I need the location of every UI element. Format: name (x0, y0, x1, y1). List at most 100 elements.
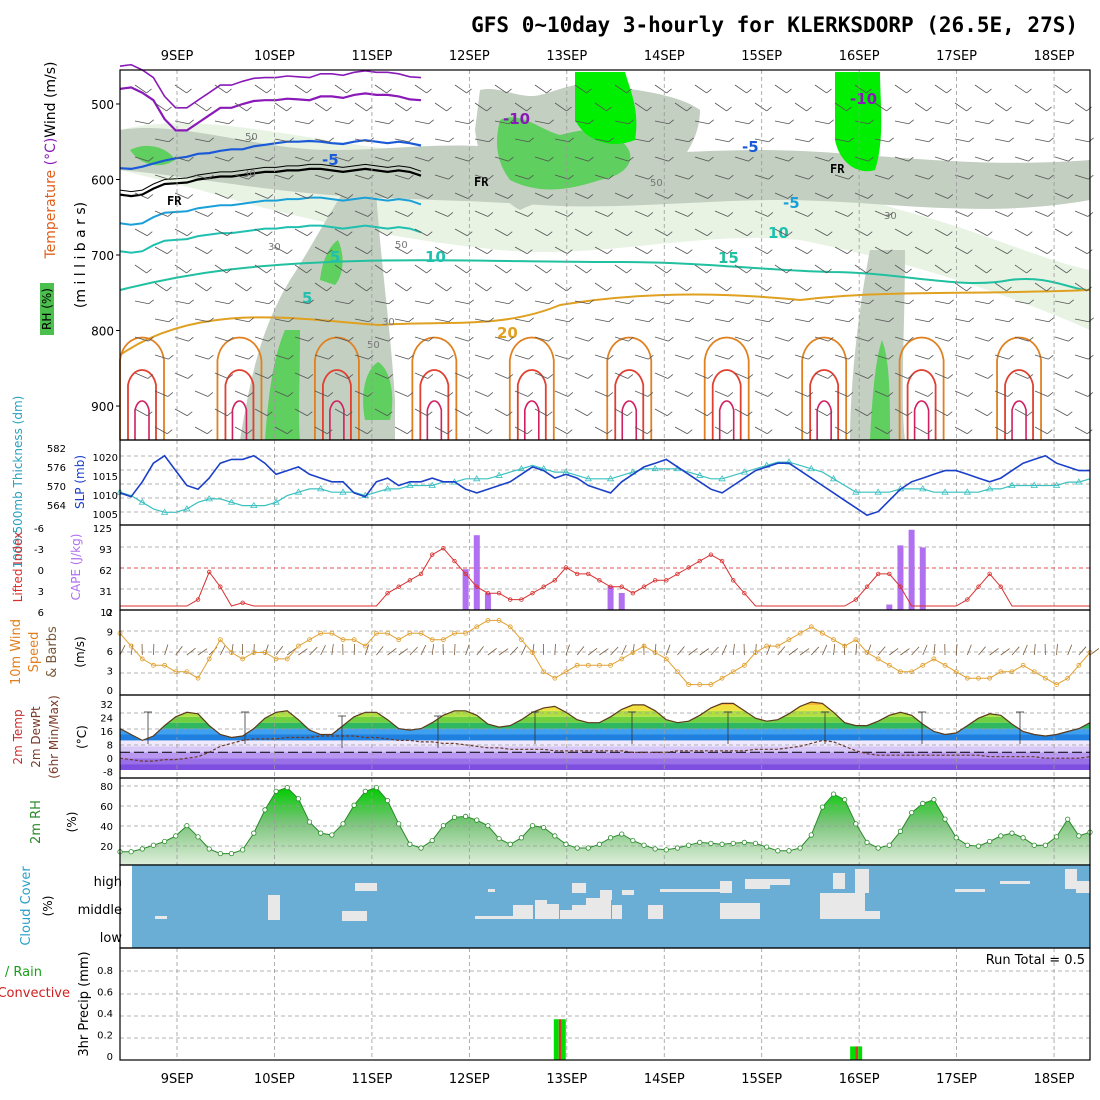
wind-barb (509, 646, 519, 656)
rh-label: 50 (367, 340, 380, 351)
wind-barb (527, 429, 533, 435)
wind-barb (134, 228, 148, 237)
cloud-block (475, 916, 513, 919)
wind-barb (474, 102, 487, 112)
cape-bar (919, 547, 926, 610)
wind-marker (295, 643, 301, 649)
wind-barb (1007, 429, 1013, 435)
wind-barb (294, 228, 308, 237)
wind-barb (508, 336, 514, 342)
rh2m-marker (819, 804, 826, 810)
lifted-marker (641, 584, 647, 589)
wind-barb (928, 317, 934, 323)
wind-barb (994, 282, 1007, 292)
wind-barb (887, 392, 894, 397)
y-tick-label: 0 (106, 608, 112, 619)
lifted-marker (218, 584, 223, 589)
wind-barb (428, 336, 434, 342)
wind-barb (414, 84, 427, 94)
wind-barb (889, 648, 899, 656)
wind-barb (794, 282, 807, 292)
wind-barb (734, 372, 749, 379)
wind-barb (828, 336, 834, 342)
wind-barb (294, 84, 307, 94)
thickness-marker (183, 505, 191, 512)
wind-barb (574, 228, 588, 237)
wind-barb (346, 268, 352, 274)
wind-barb (214, 336, 229, 342)
wind-barb (494, 408, 508, 417)
wind-barb (167, 249, 173, 255)
wind-barb (248, 174, 254, 180)
wind-barb (334, 228, 348, 237)
isotherm-25 (411, 336, 458, 440)
wind-barb (368, 174, 374, 180)
wind-barb (934, 300, 949, 305)
rh2m-marker (552, 833, 558, 839)
wind-barb (247, 249, 253, 255)
wind-marker (808, 624, 814, 630)
wind-barb (219, 644, 226, 656)
wind-barb (576, 646, 585, 656)
wind-barb (907, 411, 913, 417)
y-tick-label: 0 (38, 566, 44, 577)
wind-barb (174, 192, 189, 199)
wind-marker (719, 675, 725, 681)
thickness-marker (227, 498, 236, 505)
wind-barb (714, 210, 729, 217)
wind-barb (354, 354, 369, 360)
wind-barb (148, 336, 154, 342)
wind-barb (626, 268, 632, 274)
wind-barb (488, 174, 494, 180)
wind-barb (826, 268, 832, 274)
y-tick-label: 1010 (93, 491, 118, 502)
wind-barb (874, 318, 889, 323)
wind-barb (927, 392, 934, 397)
wind-barb (1054, 372, 1069, 379)
wind-barb (847, 212, 854, 217)
wind-barb (428, 156, 434, 162)
freezing-level-band (119, 163, 422, 193)
wind-barb (833, 644, 836, 656)
wind-barb (708, 336, 714, 342)
wind-barb (354, 318, 369, 323)
wind-barb (1054, 156, 1069, 162)
wind-barb (1014, 264, 1027, 274)
wind-barb (447, 212, 454, 217)
wind-barb (694, 372, 709, 379)
panel-label: RH (%) (40, 288, 54, 330)
wind-barb (234, 426, 248, 435)
wind-barb (214, 84, 227, 94)
wind-marker (429, 637, 435, 643)
wind-barb (754, 246, 768, 255)
wind-barb (814, 264, 827, 274)
wind-barb (822, 644, 828, 656)
wind-marker (329, 630, 335, 636)
wind-barb (1078, 646, 1087, 656)
wind-barb (286, 647, 297, 656)
rh2m-marker (507, 841, 513, 847)
lifted-marker (887, 571, 892, 577)
wind-barb (346, 88, 352, 94)
wind-barb (966, 106, 972, 112)
cape-bar (484, 593, 491, 610)
wind-marker (741, 662, 747, 668)
rh2m-marker (161, 838, 168, 845)
wind-barb (368, 137, 374, 143)
wind-barb (194, 426, 208, 435)
wind-barb (494, 228, 508, 237)
wind-barb (406, 286, 412, 292)
wind-marker (775, 643, 781, 649)
wind-barb (130, 644, 134, 656)
date-label-top: 16SEP (839, 49, 880, 64)
wind-barb (247, 429, 253, 435)
rh2m-marker (797, 845, 803, 851)
wind-barb (354, 102, 367, 112)
wind-marker (563, 669, 569, 675)
wind-barb (814, 156, 829, 162)
wind-barb (788, 648, 799, 656)
wind-marker (641, 643, 647, 649)
wind-barb (334, 264, 347, 274)
y-tick-label: 570 (47, 482, 66, 493)
wind-barb (674, 138, 689, 143)
